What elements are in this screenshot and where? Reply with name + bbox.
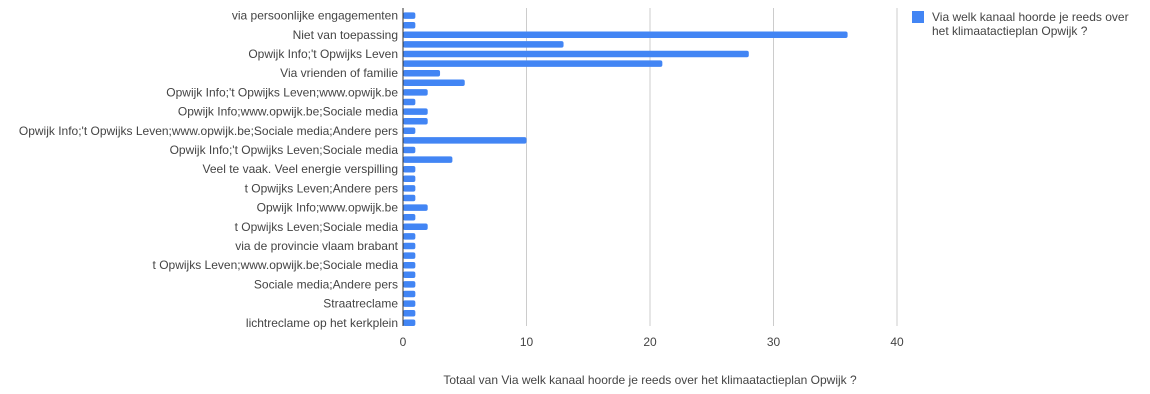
- bar-3[interactable]: [403, 41, 564, 48]
- category-label-16: Veel te vaak. Veel energie verspilling: [203, 162, 398, 176]
- bar-27[interactable]: [403, 271, 416, 279]
- legend-label-line2: het klimaatactieplan Opwijk ?: [932, 24, 1088, 38]
- bar-12[interactable]: [403, 127, 416, 135]
- category-label-28: Sociale media;Andere pers: [254, 277, 398, 291]
- category-label-14: Opwijk Info;'t Opwijks Leven;Sociale med…: [170, 143, 399, 157]
- category-label-8: Opwijk Info;'t Opwijks Leven;www.opwijk.…: [166, 85, 398, 99]
- bar-24[interactable]: [403, 242, 416, 250]
- legend[interactable]: Via welk kanaal hoorde je reeds over het…: [912, 10, 1129, 38]
- category-label-26: t Opwijks Leven;www.opwijk.be;Sociale me…: [153, 258, 399, 272]
- category-label-10: Opwijk Info;www.opwijk.be;Sociale media: [178, 105, 398, 119]
- x-tick-label-40: 40: [890, 335, 904, 349]
- category-label-32: lichtreclame op het kerkplein: [246, 316, 398, 330]
- legend-swatch: [912, 11, 924, 23]
- category-label-18: t Opwijks Leven;Andere pers: [245, 181, 398, 195]
- legend-label-line1: Via welk kanaal hoorde je reeds over: [932, 10, 1129, 24]
- bar-8[interactable]: [403, 89, 428, 96]
- bar-6[interactable]: [403, 69, 441, 77]
- category-label-2: Niet van toepassing: [293, 28, 398, 42]
- bar-32[interactable]: [403, 319, 416, 327]
- category-label-20: Opwijk Info;www.opwijk.be: [257, 201, 399, 215]
- bar-18[interactable]: [403, 185, 416, 192]
- category-label-22: t Opwijks Leven;Sociale media: [235, 220, 399, 234]
- bars: [403, 12, 848, 327]
- bar-17[interactable]: [403, 175, 416, 183]
- bar-22[interactable]: [403, 223, 428, 231]
- bar-30[interactable]: [403, 300, 416, 307]
- bar-20[interactable]: [403, 204, 428, 211]
- x-tick-label-30: 30: [767, 335, 781, 349]
- bar-7[interactable]: [403, 79, 465, 87]
- bar-28[interactable]: [403, 281, 416, 288]
- bar-13[interactable]: [403, 137, 527, 144]
- category-label-4: Opwijk Info;'t Opwijks Leven: [248, 47, 398, 61]
- bar-14[interactable]: [403, 146, 416, 154]
- bar-9[interactable]: [403, 98, 416, 106]
- bar-15[interactable]: [403, 156, 453, 163]
- bar-10[interactable]: [403, 108, 428, 115]
- bar-5[interactable]: [403, 60, 663, 67]
- bar-1[interactable]: [403, 21, 416, 29]
- category-label-30: Straatreclame: [323, 297, 398, 311]
- category-label-6: Via vrienden of familie: [280, 66, 398, 80]
- bar-11[interactable]: [403, 117, 428, 125]
- bar-16[interactable]: [403, 165, 416, 173]
- bar-31[interactable]: [403, 309, 416, 317]
- x-axis-title: Totaal van Via welk kanaal hoorde je ree…: [443, 373, 857, 387]
- bar-26[interactable]: [403, 261, 416, 269]
- bar-25[interactable]: [403, 252, 416, 259]
- x-tick-label-20: 20: [643, 335, 657, 349]
- bar-29[interactable]: [403, 290, 416, 298]
- bar-19[interactable]: [403, 194, 416, 202]
- category-label-24: via de provincie vlaam brabant: [235, 239, 398, 253]
- bar-4[interactable]: [403, 50, 749, 58]
- bar-2[interactable]: [403, 31, 848, 39]
- x-tick-labels: 0 10 20 30 40: [400, 335, 904, 349]
- category-labels: via persoonlijke engagementen Niet van to…: [19, 9, 399, 330]
- bar-21[interactable]: [403, 213, 416, 221]
- x-tick-label-10: 10: [520, 335, 534, 349]
- category-label-12: Opwijk Info;'t Opwijks Leven;www.opwijk.…: [19, 124, 398, 138]
- category-label-0: via persoonlijke engagementen: [232, 9, 398, 23]
- x-tick-label-0: 0: [400, 335, 407, 349]
- bar-23[interactable]: [403, 233, 416, 240]
- bar-0[interactable]: [403, 12, 416, 19]
